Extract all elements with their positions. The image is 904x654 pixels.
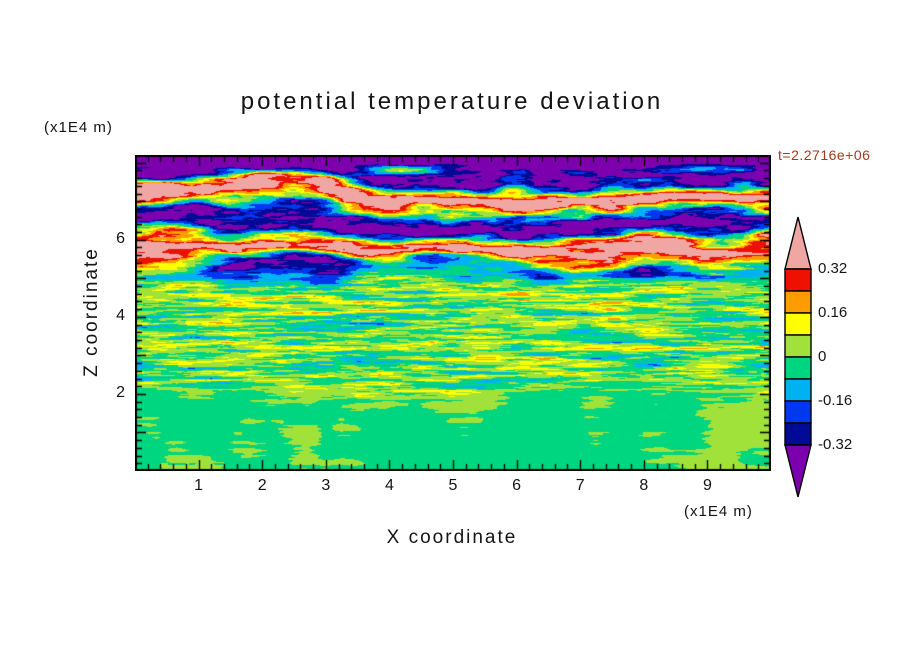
- chart-title: potential temperature deviation: [240, 88, 664, 115]
- colorbar-tick-label: -0.16: [818, 392, 853, 409]
- z-tick-label: 4: [116, 306, 125, 324]
- colorbar-segment: [784, 334, 812, 358]
- x-axis-unit-label: (x1E4 m): [684, 503, 753, 520]
- colorbar-segment: [784, 400, 812, 424]
- colorbar-tick-label: 0.16: [818, 304, 848, 321]
- colorbar-segment: [784, 312, 812, 336]
- x-tick-label: 1: [194, 477, 204, 494]
- x-tick-label: 2: [257, 477, 267, 494]
- x-axis-label: X coordinate: [386, 527, 518, 548]
- z-tick-label: 2: [116, 383, 125, 401]
- z-tick-label: 6: [116, 229, 125, 247]
- heatmap-canvas: [135, 155, 771, 471]
- colorbar-segment: [784, 356, 812, 380]
- colorbar-segment: [784, 422, 812, 446]
- colorbar-bottom-arrow: [784, 444, 812, 498]
- colorbar-tick-label: 0.32: [818, 260, 848, 277]
- time-annotation: t=2.2716e+06: [778, 147, 871, 163]
- x-tick-label: 6: [512, 477, 522, 494]
- x-tick-label: 9: [702, 477, 712, 494]
- colorbar-segment: [784, 290, 812, 314]
- colorbar-top-arrow: [784, 216, 812, 270]
- colorbar: [784, 216, 812, 498]
- colorbar-segment: [784, 378, 812, 402]
- colorbar-tick-label: 0: [818, 348, 827, 365]
- x-tick-label: 5: [448, 477, 458, 494]
- x-tick-label: 4: [384, 477, 394, 494]
- x-tick-label: 7: [575, 477, 585, 494]
- x-tick-label: 3: [321, 477, 331, 494]
- z-axis-unit-label: (x1E4 m): [44, 119, 113, 136]
- x-tick-label: 8: [639, 477, 649, 494]
- colorbar-tick-label: -0.32: [818, 436, 853, 453]
- colorbar-segment: [784, 268, 812, 292]
